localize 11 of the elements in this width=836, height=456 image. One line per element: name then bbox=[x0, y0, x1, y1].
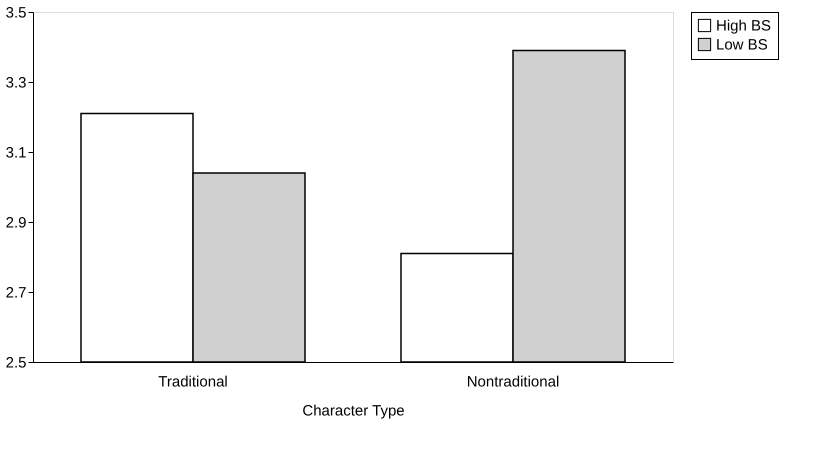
y-tick-label: 2.7 bbox=[6, 284, 26, 302]
legend-label: Low BS bbox=[716, 36, 768, 54]
x-tick-label: Nontraditional bbox=[466, 374, 560, 390]
y-tick-label: 2.9 bbox=[6, 214, 26, 232]
y-tick-label: 2.5 bbox=[6, 354, 26, 372]
y-tick-label: 3.5 bbox=[6, 4, 26, 22]
x-tick-label: Traditional bbox=[158, 374, 228, 390]
y-tick-label: 3.1 bbox=[6, 144, 26, 162]
x-axis-title: Character Type bbox=[302, 402, 405, 420]
legend-label: High BS bbox=[716, 18, 772, 34]
y-tick-label: 3.3 bbox=[6, 74, 26, 92]
